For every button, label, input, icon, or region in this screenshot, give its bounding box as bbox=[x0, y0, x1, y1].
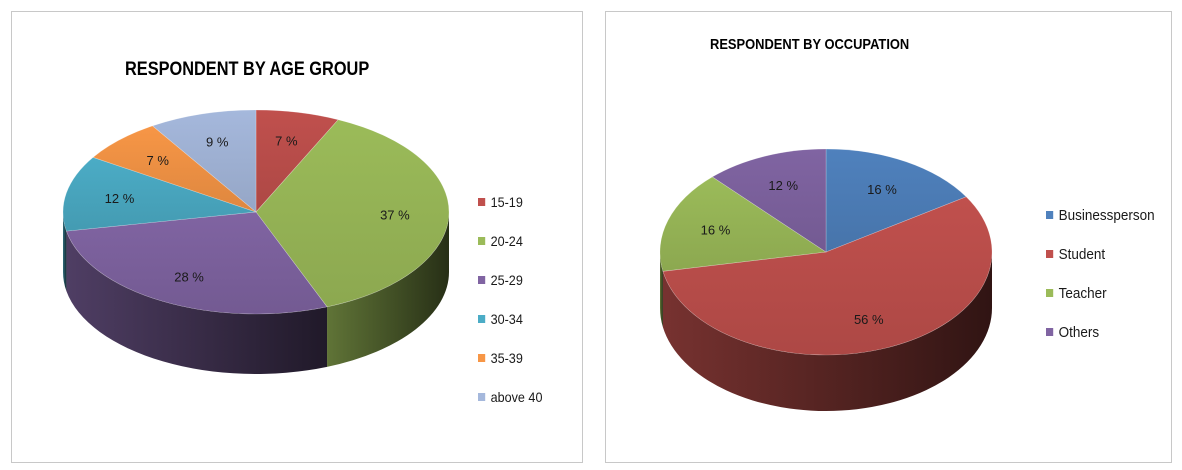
occupation-legend: Businessperson Student Teacher Others bbox=[1046, 205, 1167, 361]
pie-slice-Businessperson bbox=[825, 148, 967, 253]
data-label: 12 % bbox=[105, 191, 135, 206]
pie-slice-Others bbox=[711, 148, 827, 253]
pie-slice-above 40 bbox=[151, 109, 257, 213]
data-label: 37 % bbox=[380, 207, 410, 222]
data-label: 7 % bbox=[147, 153, 170, 168]
legend-label: 25-29 bbox=[490, 272, 523, 288]
legend-swatch bbox=[478, 237, 486, 245]
chart-title: RESPONDENT BY OCCUPATION bbox=[710, 36, 910, 53]
legend-item: Student bbox=[1046, 244, 1155, 264]
legend-item: 20-24 bbox=[478, 231, 542, 251]
data-label: 16 % bbox=[701, 223, 731, 238]
occupation-pie: 16 % 56 % 16 % 12 % bbox=[659, 148, 993, 411]
pie-data-labels: 7 % 37 % 28 % 12 % 7 % 9 % bbox=[105, 133, 410, 284]
data-label: 16 % bbox=[867, 182, 897, 197]
legend-label: Others bbox=[1058, 323, 1100, 341]
legend-label: Businessperson bbox=[1058, 206, 1155, 224]
pie-top bbox=[659, 148, 993, 356]
pie-side-25-29 bbox=[66, 231, 328, 374]
age-group-chart: RESPONDENT BY AGE GROUP 7 % 37 % 28 % 12 % 7… bbox=[11, 11, 583, 463]
pie-slice-25-29 bbox=[66, 211, 328, 315]
legend-swatch bbox=[1046, 250, 1054, 258]
pie-top bbox=[62, 109, 450, 315]
legend-swatch bbox=[478, 393, 486, 401]
pie-side-20-24 bbox=[327, 212, 449, 367]
age-group-legend: 15-19 20-24 25-29 30-34 35-39 above 40 bbox=[478, 192, 550, 426]
legend-label: 35-39 bbox=[490, 350, 523, 366]
data-label: 56 % bbox=[854, 312, 884, 327]
legend-label: 20-24 bbox=[490, 233, 523, 249]
legend-swatch bbox=[478, 315, 486, 323]
pie-slice-Student bbox=[662, 196, 993, 356]
legend-item: above 40 bbox=[478, 387, 542, 407]
legend-swatch bbox=[1046, 211, 1054, 219]
legend-swatch bbox=[478, 198, 486, 206]
pie-slice-20-24 bbox=[255, 119, 450, 308]
chart-title: RESPONDENT BY AGE GROUP bbox=[125, 59, 370, 80]
data-label: 9 % bbox=[206, 134, 229, 149]
legend-swatch bbox=[478, 354, 486, 362]
occupation-chart: RESPONDENT BY OCCUPATION 16 % 56 % 16 % 12 … bbox=[605, 11, 1172, 463]
data-label: 28 % bbox=[174, 269, 204, 284]
pie-slice-Teacher bbox=[659, 176, 827, 272]
legend-swatch bbox=[1046, 328, 1054, 336]
legend-label: above 40 bbox=[490, 389, 543, 405]
legend-swatch bbox=[1046, 289, 1054, 297]
legend-item: 35-39 bbox=[478, 348, 542, 368]
legend-item: Teacher bbox=[1046, 283, 1155, 303]
pie-side-30-34 bbox=[63, 212, 67, 292]
pie-side-Teacher bbox=[660, 252, 663, 328]
legend-item: 25-29 bbox=[478, 270, 542, 290]
pie-side-Student bbox=[662, 252, 992, 411]
data-label: 7 % bbox=[275, 133, 298, 148]
pie-data-labels: 16 % 56 % 16 % 12 % bbox=[701, 178, 898, 327]
pie-side bbox=[63, 212, 449, 374]
legend-item: 15-19 bbox=[478, 192, 542, 212]
pie-side bbox=[660, 252, 992, 411]
age-group-pie: 7 % 37 % 28 % 12 % 7 % 9 % bbox=[62, 109, 450, 374]
pie-slice-35-39 bbox=[92, 125, 257, 213]
legend-item: Others bbox=[1046, 322, 1155, 342]
data-label: 12 % bbox=[768, 178, 798, 193]
pie-slice-30-34 bbox=[62, 157, 257, 232]
legend-label: Teacher bbox=[1058, 284, 1107, 302]
legend-label: 30-34 bbox=[490, 311, 523, 327]
legend-swatch bbox=[478, 276, 486, 284]
pie-slice-15-19 bbox=[255, 109, 339, 213]
legend-label: 15-19 bbox=[490, 194, 523, 210]
legend-label: Student bbox=[1058, 245, 1106, 263]
legend-item: Businessperson bbox=[1046, 205, 1155, 225]
legend-item: 30-34 bbox=[478, 309, 542, 329]
